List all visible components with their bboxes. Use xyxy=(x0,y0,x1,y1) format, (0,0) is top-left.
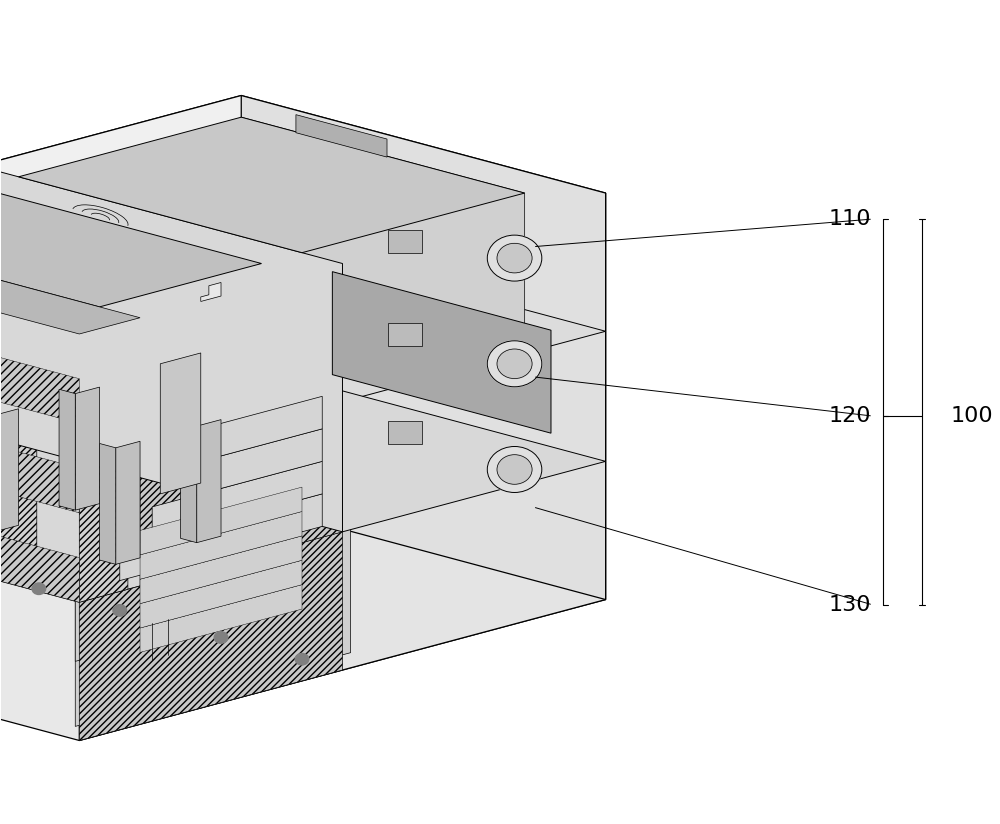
Polygon shape xyxy=(197,419,221,543)
Polygon shape xyxy=(241,96,606,600)
Polygon shape xyxy=(0,502,606,741)
Polygon shape xyxy=(19,117,525,253)
Polygon shape xyxy=(296,115,387,157)
Text: 110: 110 xyxy=(829,209,871,229)
Polygon shape xyxy=(0,409,19,531)
Circle shape xyxy=(497,243,532,273)
Text: 100: 100 xyxy=(951,406,994,426)
Polygon shape xyxy=(140,512,302,579)
Polygon shape xyxy=(0,96,241,643)
Polygon shape xyxy=(79,531,342,741)
Polygon shape xyxy=(217,396,322,457)
Polygon shape xyxy=(75,458,108,597)
Polygon shape xyxy=(0,346,79,424)
Circle shape xyxy=(113,605,127,616)
Circle shape xyxy=(487,447,542,493)
Polygon shape xyxy=(197,556,229,694)
Polygon shape xyxy=(0,435,37,578)
Polygon shape xyxy=(79,459,128,602)
Polygon shape xyxy=(0,188,261,402)
Polygon shape xyxy=(19,177,302,391)
Polygon shape xyxy=(120,494,322,581)
Polygon shape xyxy=(160,353,201,494)
Polygon shape xyxy=(116,442,140,564)
Polygon shape xyxy=(0,269,140,334)
Polygon shape xyxy=(140,536,302,604)
Polygon shape xyxy=(140,585,302,653)
Polygon shape xyxy=(59,389,75,510)
Bar xyxy=(388,420,422,443)
Polygon shape xyxy=(140,402,342,586)
Polygon shape xyxy=(75,387,100,510)
Polygon shape xyxy=(185,428,322,499)
Circle shape xyxy=(487,235,542,281)
Polygon shape xyxy=(0,234,606,472)
Polygon shape xyxy=(140,487,302,555)
Polygon shape xyxy=(140,560,302,628)
Polygon shape xyxy=(0,231,100,445)
Polygon shape xyxy=(152,461,322,540)
Circle shape xyxy=(295,653,309,665)
Circle shape xyxy=(487,341,542,386)
Polygon shape xyxy=(0,436,79,513)
Circle shape xyxy=(497,455,532,485)
Polygon shape xyxy=(79,193,606,741)
Polygon shape xyxy=(201,283,221,302)
Circle shape xyxy=(214,632,228,644)
Bar xyxy=(388,230,422,252)
Polygon shape xyxy=(241,117,525,331)
Bar xyxy=(388,323,422,346)
Circle shape xyxy=(497,349,532,378)
Polygon shape xyxy=(0,363,606,602)
Polygon shape xyxy=(0,525,79,602)
Text: 120: 120 xyxy=(829,406,871,426)
Polygon shape xyxy=(0,220,140,456)
Polygon shape xyxy=(332,272,551,433)
Text: 130: 130 xyxy=(829,595,871,615)
Polygon shape xyxy=(197,491,229,629)
Polygon shape xyxy=(75,523,108,662)
Polygon shape xyxy=(79,318,140,472)
Polygon shape xyxy=(75,588,108,727)
Polygon shape xyxy=(0,188,261,307)
Polygon shape xyxy=(332,272,551,433)
Polygon shape xyxy=(100,443,116,564)
Polygon shape xyxy=(181,422,197,543)
Circle shape xyxy=(32,583,46,594)
Polygon shape xyxy=(0,166,342,531)
Polygon shape xyxy=(318,523,351,662)
Polygon shape xyxy=(0,96,606,334)
